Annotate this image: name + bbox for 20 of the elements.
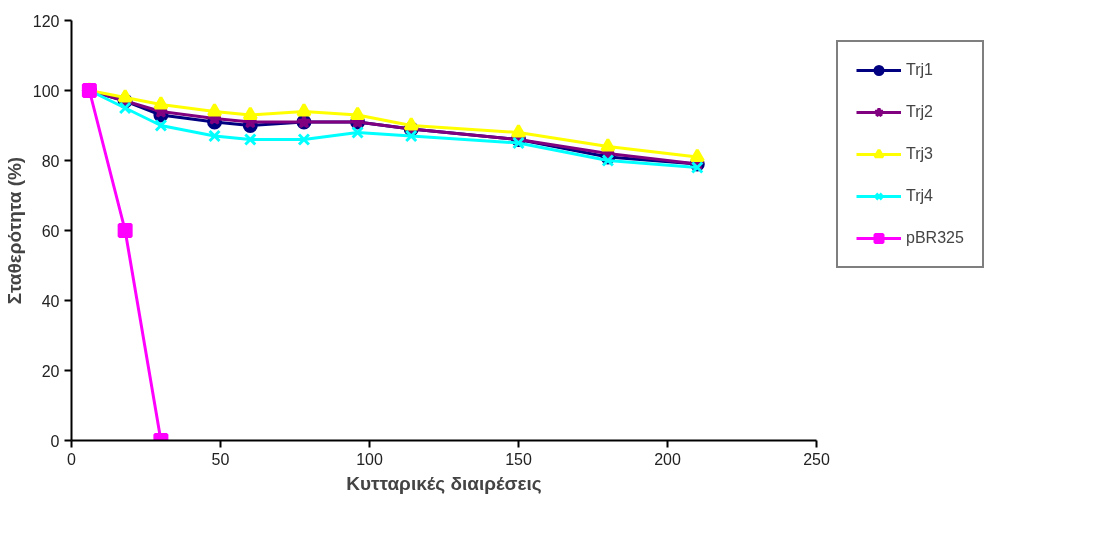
y-tick-label: 100 bbox=[32, 82, 60, 100]
y-tick-label: 60 bbox=[41, 222, 60, 240]
x-tick-label: 100 bbox=[356, 450, 383, 468]
y-axis-title: Σταθερότητα (%) bbox=[3, 156, 25, 305]
x-tick-label: 200 bbox=[654, 450, 681, 468]
x-axis-title: Κυτταρικές διαιρέσεις bbox=[346, 472, 542, 494]
y-tick-label: 40 bbox=[41, 292, 60, 310]
legend-label: pBR325 bbox=[906, 229, 964, 247]
legend-label: Trj3 bbox=[906, 145, 933, 163]
x-tick-label: 0 bbox=[67, 450, 77, 468]
y-tick-label: 120 bbox=[32, 12, 60, 30]
legend-label: Trj2 bbox=[906, 103, 933, 121]
x-tick-label: 50 bbox=[211, 450, 230, 468]
x-tick-label: 150 bbox=[505, 450, 532, 468]
x-tick-label: 250 bbox=[803, 450, 830, 468]
legend-label: Trj1 bbox=[906, 61, 933, 79]
y-tick-label: 0 bbox=[50, 432, 60, 450]
y-tick-label: 20 bbox=[41, 362, 60, 380]
y-tick-label: 80 bbox=[41, 152, 60, 170]
legend-label: Trj4 bbox=[906, 187, 933, 205]
